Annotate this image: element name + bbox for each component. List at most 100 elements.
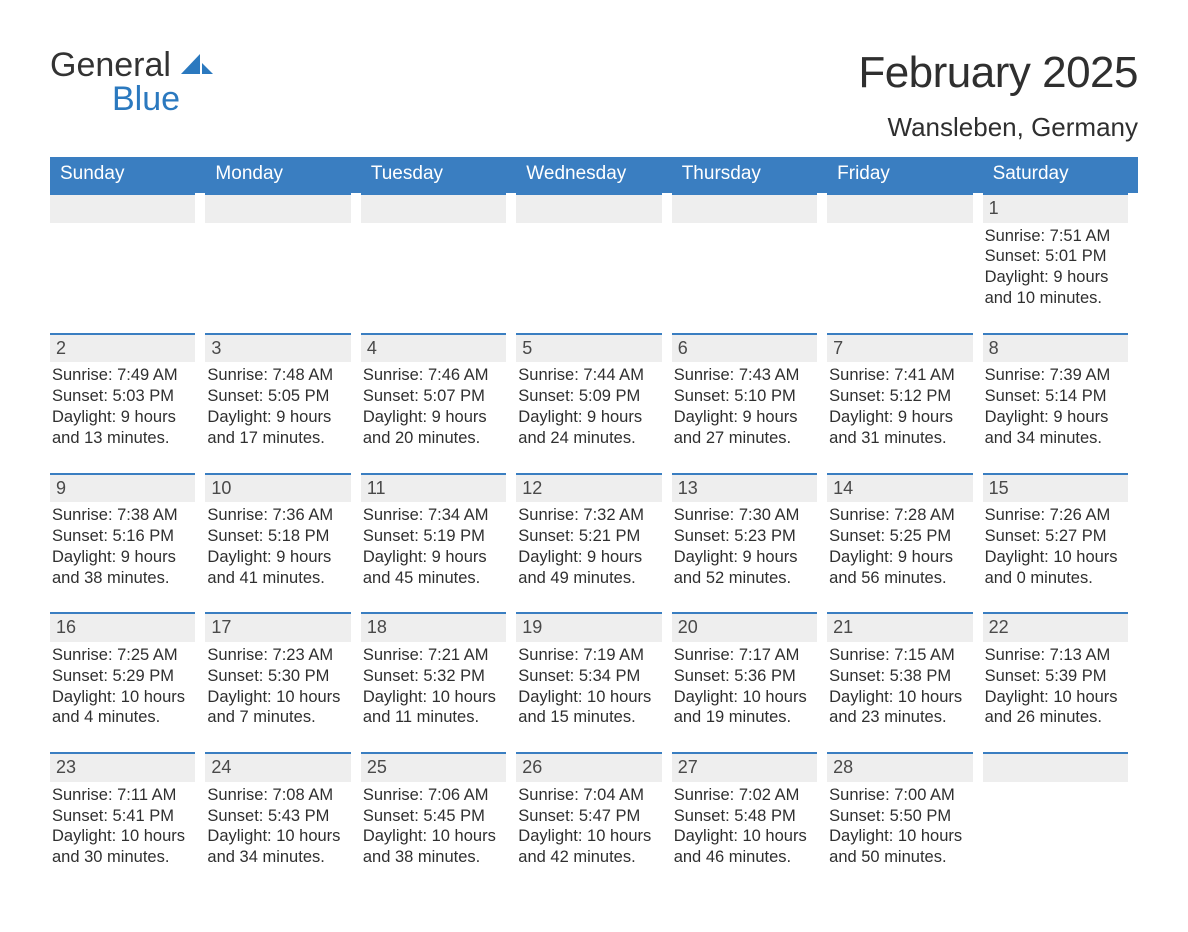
sunrise-line: Sunrise: 7:21 AM [363, 645, 506, 666]
sunset-line: Sunset: 5:34 PM [518, 666, 661, 687]
sunrise-line: Sunrise: 7:19 AM [518, 645, 661, 666]
day-cell: 27Sunrise: 7:02 AMSunset: 5:48 PMDayligh… [672, 752, 827, 868]
day-cell: 9Sunrise: 7:38 AMSunset: 5:16 PMDaylight… [50, 473, 205, 589]
daylight-line-2: and 23 minutes. [829, 707, 972, 728]
day-number: 15 [983, 473, 1128, 503]
day-cell-empty [672, 193, 827, 309]
day-number: 3 [205, 333, 350, 363]
sunrise-line: Sunrise: 7:13 AM [985, 645, 1128, 666]
sunset-line: Sunset: 5:48 PM [674, 806, 817, 827]
sunrise-line: Sunrise: 7:04 AM [518, 785, 661, 806]
daylight-line-1: Daylight: 10 hours [52, 687, 195, 708]
daylight-line-1: Daylight: 10 hours [674, 826, 817, 847]
calendar-grid: SundayMondayTuesdayWednesdayThursdayFrid… [50, 157, 1138, 868]
day-cell: 6Sunrise: 7:43 AMSunset: 5:10 PMDaylight… [672, 333, 827, 449]
day-details: Sunrise: 7:15 AMSunset: 5:38 PMDaylight:… [827, 645, 972, 728]
daylight-line-2: and 15 minutes. [518, 707, 661, 728]
day-cell: 14Sunrise: 7:28 AMSunset: 5:25 PMDayligh… [827, 473, 982, 589]
day-details: Sunrise: 7:34 AMSunset: 5:19 PMDaylight:… [361, 505, 506, 588]
day-cell: 16Sunrise: 7:25 AMSunset: 5:29 PMDayligh… [50, 612, 205, 728]
daylight-line-1: Daylight: 10 hours [829, 687, 972, 708]
sunset-line: Sunset: 5:14 PM [985, 386, 1128, 407]
day-number: 5 [516, 333, 661, 363]
daylight-line-2: and 0 minutes. [985, 568, 1128, 589]
day-cell: 15Sunrise: 7:26 AMSunset: 5:27 PMDayligh… [983, 473, 1138, 589]
sunrise-line: Sunrise: 7:11 AM [52, 785, 195, 806]
daylight-line-1: Daylight: 10 hours [674, 687, 817, 708]
daylight-line-1: Daylight: 9 hours [674, 407, 817, 428]
day-number: 19 [516, 612, 661, 642]
daylight-line-1: Daylight: 10 hours [518, 687, 661, 708]
daylight-line-2: and 13 minutes. [52, 428, 195, 449]
sunset-line: Sunset: 5:50 PM [829, 806, 972, 827]
day-details: Sunrise: 7:23 AMSunset: 5:30 PMDaylight:… [205, 645, 350, 728]
daylight-line-1: Daylight: 9 hours [52, 547, 195, 568]
day-number [983, 752, 1128, 782]
day-number: 18 [361, 612, 506, 642]
daylight-line-2: and 19 minutes. [674, 707, 817, 728]
sunrise-line: Sunrise: 7:32 AM [518, 505, 661, 526]
sunrise-line: Sunrise: 7:00 AM [829, 785, 972, 806]
daylight-line-1: Daylight: 10 hours [363, 687, 506, 708]
day-details: Sunrise: 7:02 AMSunset: 5:48 PMDaylight:… [672, 785, 817, 868]
logo: General Blue [50, 48, 214, 116]
day-number: 26 [516, 752, 661, 782]
sunrise-line: Sunrise: 7:51 AM [985, 226, 1128, 247]
daylight-line-1: Daylight: 9 hours [207, 547, 350, 568]
sunrise-line: Sunrise: 7:36 AM [207, 505, 350, 526]
daylight-line-2: and 34 minutes. [207, 847, 350, 868]
daylight-line-2: and 38 minutes. [363, 847, 506, 868]
day-details: Sunrise: 7:43 AMSunset: 5:10 PMDaylight:… [672, 365, 817, 448]
daylight-line-2: and 42 minutes. [518, 847, 661, 868]
day-number: 27 [672, 752, 817, 782]
daylight-line-1: Daylight: 9 hours [829, 547, 972, 568]
day-number: 1 [983, 193, 1128, 223]
day-number [205, 193, 350, 223]
sunset-line: Sunset: 5:16 PM [52, 526, 195, 547]
day-details: Sunrise: 7:28 AMSunset: 5:25 PMDaylight:… [827, 505, 972, 588]
daylight-line-2: and 38 minutes. [52, 568, 195, 589]
sunset-line: Sunset: 5:30 PM [207, 666, 350, 687]
sunrise-line: Sunrise: 7:39 AM [985, 365, 1128, 386]
day-cell: 7Sunrise: 7:41 AMSunset: 5:12 PMDaylight… [827, 333, 982, 449]
daylight-line-2: and 10 minutes. [985, 288, 1128, 309]
title-block: February 2025 Wansleben, Germany [858, 48, 1138, 143]
day-details: Sunrise: 7:13 AMSunset: 5:39 PMDaylight:… [983, 645, 1128, 728]
day-cell: 13Sunrise: 7:30 AMSunset: 5:23 PMDayligh… [672, 473, 827, 589]
sunset-line: Sunset: 5:47 PM [518, 806, 661, 827]
day-details: Sunrise: 7:38 AMSunset: 5:16 PMDaylight:… [50, 505, 195, 588]
daylight-line-1: Daylight: 9 hours [52, 407, 195, 428]
sunrise-line: Sunrise: 7:08 AM [207, 785, 350, 806]
day-number: 4 [361, 333, 506, 363]
day-number: 25 [361, 752, 506, 782]
sunset-line: Sunset: 5:03 PM [52, 386, 195, 407]
day-details: Sunrise: 7:11 AMSunset: 5:41 PMDaylight:… [50, 785, 195, 868]
day-number: 12 [516, 473, 661, 503]
daylight-line-1: Daylight: 10 hours [207, 687, 350, 708]
weekday-header-cell: Thursday [672, 157, 827, 193]
sunrise-line: Sunrise: 7:17 AM [674, 645, 817, 666]
day-details: Sunrise: 7:17 AMSunset: 5:36 PMDaylight:… [672, 645, 817, 728]
day-number: 17 [205, 612, 350, 642]
day-number: 20 [672, 612, 817, 642]
week-row: 9Sunrise: 7:38 AMSunset: 5:16 PMDaylight… [50, 473, 1138, 589]
daylight-line-1: Daylight: 9 hours [363, 407, 506, 428]
week-row: 23Sunrise: 7:11 AMSunset: 5:41 PMDayligh… [50, 752, 1138, 868]
day-cell: 24Sunrise: 7:08 AMSunset: 5:43 PMDayligh… [205, 752, 360, 868]
day-details: Sunrise: 7:32 AMSunset: 5:21 PMDaylight:… [516, 505, 661, 588]
sunset-line: Sunset: 5:43 PM [207, 806, 350, 827]
daylight-line-1: Daylight: 10 hours [207, 826, 350, 847]
daylight-line-2: and 52 minutes. [674, 568, 817, 589]
sunrise-line: Sunrise: 7:38 AM [52, 505, 195, 526]
daylight-line-2: and 17 minutes. [207, 428, 350, 449]
sunset-line: Sunset: 5:36 PM [674, 666, 817, 687]
daylight-line-2: and 56 minutes. [829, 568, 972, 589]
sunset-line: Sunset: 5:19 PM [363, 526, 506, 547]
sunrise-line: Sunrise: 7:34 AM [363, 505, 506, 526]
sunset-line: Sunset: 5:45 PM [363, 806, 506, 827]
day-cell: 11Sunrise: 7:34 AMSunset: 5:19 PMDayligh… [361, 473, 516, 589]
day-cell-empty [827, 193, 982, 309]
day-details: Sunrise: 7:46 AMSunset: 5:07 PMDaylight:… [361, 365, 506, 448]
day-cell: 18Sunrise: 7:21 AMSunset: 5:32 PMDayligh… [361, 612, 516, 728]
sunset-line: Sunset: 5:29 PM [52, 666, 195, 687]
